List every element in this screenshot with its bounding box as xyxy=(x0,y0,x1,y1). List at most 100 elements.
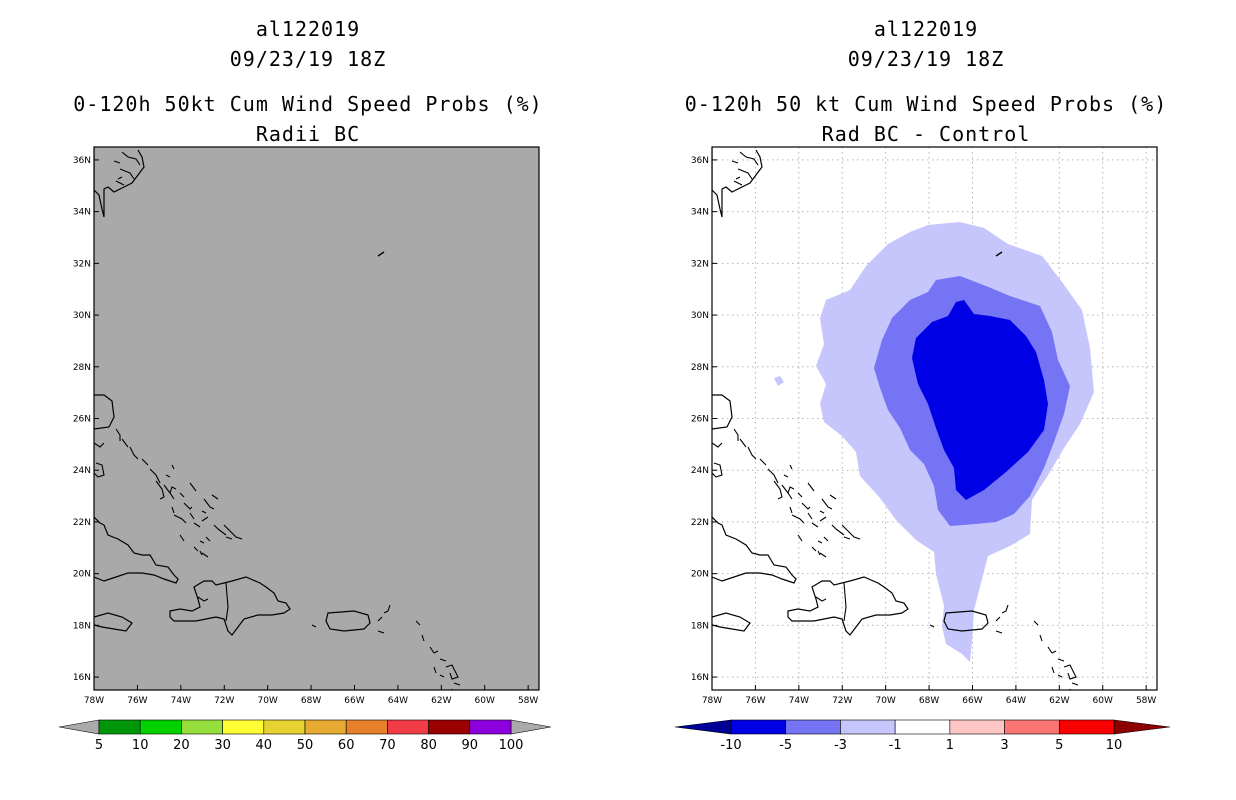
colorbar-swatch xyxy=(181,719,223,735)
lat-tick-label: 26N xyxy=(73,415,91,425)
right-axes: 78W 76W 74W 72W 70W 68W 66W 64W 62W 60W 58W 36N 34N 3… xyxy=(691,156,1157,706)
left-product-title: 0-120h 50kt Cum Wind Speed Probs (%) xyxy=(73,92,543,116)
colorbar-label: 70 xyxy=(379,738,396,753)
lon-tick-label: 62W xyxy=(431,696,451,706)
left-subtitle: Radii BC xyxy=(255,122,361,146)
colorbar-swatch xyxy=(730,719,787,735)
lon-tick-label: 76W xyxy=(745,696,765,706)
colorbar-label: 1 xyxy=(946,738,954,753)
colorbar-end-right xyxy=(510,719,552,735)
lon-tick-label: 60W xyxy=(1093,696,1113,706)
right-probability-fill xyxy=(774,222,1094,662)
lat-tick-label: 20N xyxy=(73,570,91,580)
colorbar-label: 40 xyxy=(256,738,273,753)
right-product-title: 0-120h 50 kt Cum Wind Speed Probs (%) xyxy=(684,92,1168,116)
left-axes: 78W 76W 74W 72W 70W 68W 66W 64W 62W 60W 58W 36N 34N 3… xyxy=(73,156,539,706)
lon-tick-label: 64W xyxy=(1006,696,1026,706)
left-storm-id: al122019 xyxy=(255,17,361,41)
lat-tick-label: 32N xyxy=(73,259,91,269)
lat-tick-label: 28N xyxy=(73,363,91,373)
colorbar-label: -10 xyxy=(720,738,741,753)
left-datetime: 09/23/19 18Z xyxy=(229,47,387,71)
colorbar-label: 60 xyxy=(338,738,355,753)
left-map-panel: 78W 76W 74W 72W 70W 68W 66W 64W 62W 60W 58W 36N 34N 3… xyxy=(58,146,552,753)
colorbar-end-right xyxy=(1113,719,1171,735)
right-datetime: 09/23/19 18Z xyxy=(847,47,1005,71)
colorbar-label: -3 xyxy=(834,738,847,753)
lon-tick-label: 60W xyxy=(475,696,495,706)
left-panel-titles: al122019 09/23/19 18Z 0-120h 50kt Cum Wi… xyxy=(58,14,558,149)
lon-tick-label: 72W xyxy=(214,696,234,706)
colorbar-label: 3 xyxy=(1000,738,1008,753)
colorbar-label: 5 xyxy=(1055,738,1063,753)
lat-tick-label: 28N xyxy=(691,363,709,373)
colorbar-label: 90 xyxy=(462,738,479,753)
right-colorbar: -10 -5 -3 -1 1 3 5 10 xyxy=(674,719,1171,753)
colorbar-label: 20 xyxy=(173,738,190,753)
colorbar-label: -1 xyxy=(889,738,902,753)
colorbar-swatch xyxy=(949,719,1005,735)
lat-tick-label: 26N xyxy=(691,415,709,425)
lat-tick-label: 36N xyxy=(691,156,709,166)
lat-tick-label: 34N xyxy=(691,208,709,218)
lon-tick-label: 62W xyxy=(1049,696,1069,706)
colorbar-swatch xyxy=(387,719,429,735)
lon-tick-label: 68W xyxy=(301,696,321,706)
right-storm-id: al122019 xyxy=(873,17,979,41)
colorbar-swatch xyxy=(469,719,512,735)
colorbar-swatch xyxy=(304,719,347,735)
colorbar-swatch xyxy=(428,719,471,735)
lon-tick-label: 76W xyxy=(127,696,147,706)
lat-tick-label: 22N xyxy=(691,518,709,528)
left-colorbar: 5 10 20 30 40 50 60 70 80 90 100 xyxy=(58,719,552,753)
lon-tick-label: 70W xyxy=(875,696,895,706)
colorbar-swatch xyxy=(1004,719,1060,735)
lat-tick-label: 32N xyxy=(691,259,709,269)
lat-tick-label: 18N xyxy=(691,621,709,631)
lat-tick-label: 16N xyxy=(73,673,91,683)
fill-speck xyxy=(774,376,784,386)
colorbar-swatch xyxy=(345,719,388,735)
lat-tick-label: 20N xyxy=(691,570,709,580)
lon-tick-label: 58W xyxy=(1136,696,1156,706)
colorbar-label: -5 xyxy=(779,738,792,753)
colorbar-end-left xyxy=(674,719,732,735)
colorbar-swatch xyxy=(98,719,141,735)
colorbar-swatch xyxy=(263,719,306,735)
lat-tick-label: 18N xyxy=(73,621,91,631)
colorbar-label: 50 xyxy=(297,738,314,753)
colorbar-label: 100 xyxy=(499,738,524,753)
lat-tick-label: 16N xyxy=(691,673,709,683)
colorbar-swatch xyxy=(1058,719,1115,735)
lon-tick-label: 70W xyxy=(257,696,277,706)
colorbar-swatch xyxy=(139,719,182,735)
lat-tick-label: 22N xyxy=(73,518,91,528)
right-subtitle: Rad BC - Control xyxy=(821,122,1031,146)
lon-tick-label: 78W xyxy=(702,696,722,706)
left-map-background xyxy=(94,147,539,690)
fill-region-dark xyxy=(912,300,1048,500)
colorbar-label: 10 xyxy=(1106,738,1123,753)
right-panel-titles: al122019 09/23/19 18Z 0-120h 50 kt Cum W… xyxy=(676,14,1176,149)
lon-tick-label: 72W xyxy=(832,696,852,706)
colorbar-swatch xyxy=(840,719,896,735)
colorbar-label: 10 xyxy=(132,738,149,753)
colorbar-end-left xyxy=(58,719,100,735)
lat-tick-label: 34N xyxy=(73,208,91,218)
colorbar-label: 5 xyxy=(95,738,103,753)
lon-tick-label: 66W xyxy=(344,696,364,706)
lon-tick-label: 78W xyxy=(84,696,104,706)
lat-tick-label: 36N xyxy=(73,156,91,166)
lon-tick-label: 68W xyxy=(919,696,939,706)
colorbar-swatch xyxy=(222,719,265,735)
lat-tick-label: 24N xyxy=(73,466,91,476)
lon-tick-label: 74W xyxy=(789,696,809,706)
lon-tick-label: 64W xyxy=(388,696,408,706)
colorbar-label: 30 xyxy=(214,738,231,753)
lat-tick-label: 30N xyxy=(73,311,91,321)
lon-tick-label: 58W xyxy=(518,696,538,706)
lon-tick-label: 66W xyxy=(962,696,982,706)
colorbar-label: 80 xyxy=(420,738,437,753)
colorbar-swatch xyxy=(785,719,841,735)
